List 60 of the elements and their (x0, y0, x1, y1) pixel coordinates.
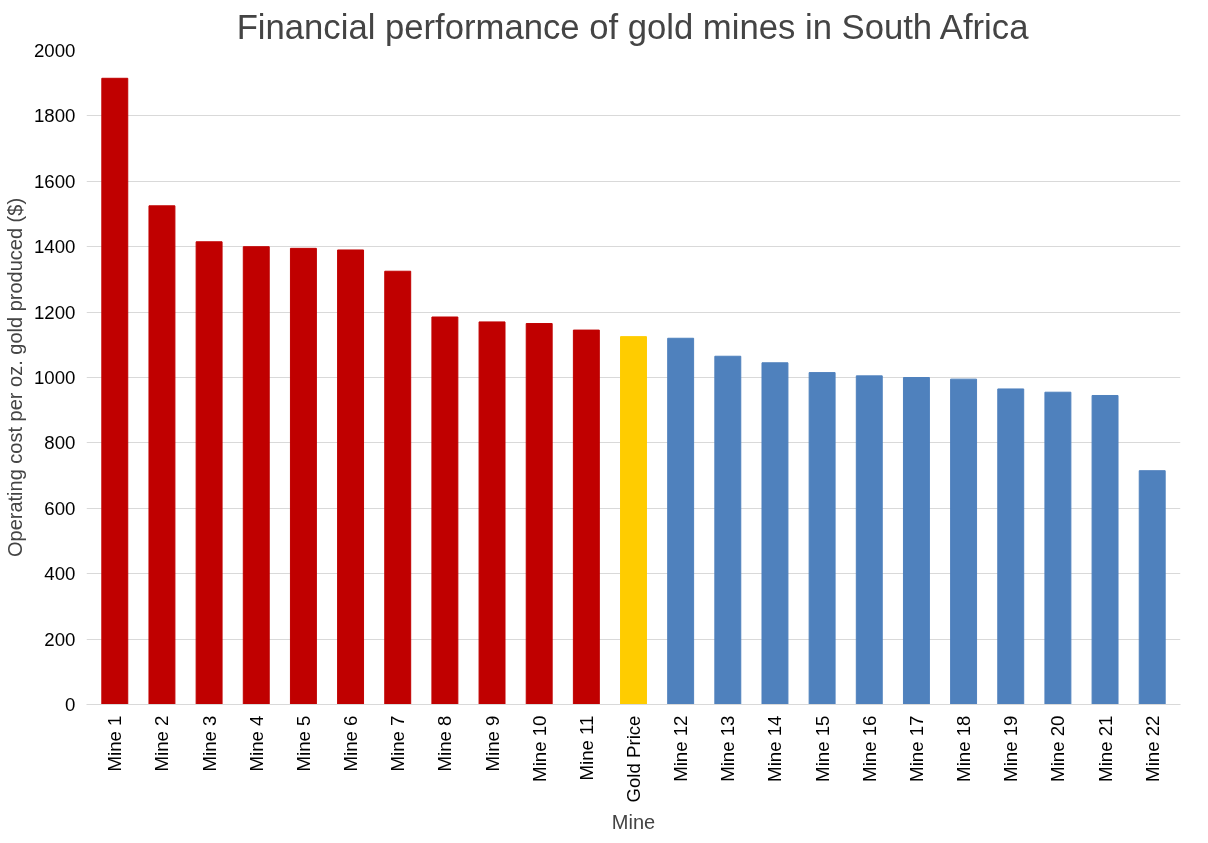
y-axis-title: Operating cost per oz. gold produced ($) (4, 197, 26, 558)
bar (1044, 391, 1072, 705)
bar (101, 77, 129, 705)
y-tick-label: 2000 (34, 40, 76, 61)
bar (384, 270, 412, 705)
y-tick-label: 1000 (34, 367, 76, 388)
bar (195, 241, 223, 705)
y-tick-label: 1800 (34, 105, 76, 127)
x-tick-label: Mine 1 (104, 715, 126, 772)
x-tick-label: Mine 11 (575, 715, 597, 781)
x-axis-title: Mine (611, 810, 656, 833)
x-tick-label: Mine 8 (434, 715, 456, 772)
x-tick-label: Mine 14 (764, 715, 786, 782)
bar (1091, 394, 1119, 705)
bar (572, 329, 600, 705)
x-tick-label: Mine 21 (1094, 715, 1116, 782)
x-tick-label: Mine 3 (198, 715, 220, 772)
x-tick-label: Mine 18 (953, 715, 975, 782)
x-tick-label: Mine 5 (292, 715, 314, 772)
x-tick-label: Mine 15 (811, 715, 833, 782)
x-tick-label: Mine 6 (340, 715, 362, 772)
x-tick-label: Mine 19 (1000, 715, 1022, 782)
y-tick-label: 0 (65, 694, 76, 715)
x-tick-label: Mine 7 (387, 715, 409, 772)
bar (337, 249, 365, 705)
bar (950, 378, 978, 705)
bar (431, 316, 459, 705)
y-tick-label: 600 (44, 497, 76, 519)
bar (761, 362, 789, 705)
x-tick-label: Mine 20 (1047, 715, 1069, 782)
bar (242, 246, 270, 705)
y-tick-label: 800 (44, 432, 76, 454)
x-tick-label: Mine 4 (245, 715, 267, 772)
bar (478, 321, 506, 705)
x-tick-label: Mine 22 (1141, 715, 1163, 782)
bar (855, 375, 883, 705)
x-tick-label: Gold Price (623, 715, 644, 803)
bar (148, 205, 176, 705)
y-tick-label: 200 (44, 628, 76, 650)
bar (667, 337, 695, 705)
y-tick-label: 1200 (34, 301, 76, 323)
bar (997, 388, 1025, 705)
bar (289, 247, 317, 705)
x-tick-label: Mine 10 (528, 715, 550, 782)
bar (808, 372, 836, 705)
x-tick-label: Mine 13 (717, 715, 739, 782)
bar (1138, 470, 1166, 705)
bar (714, 355, 742, 705)
y-tick-label: 1400 (34, 236, 76, 258)
y-tick-label: 400 (44, 563, 76, 585)
chart-title: Financial performance of gold mines in South Africa (236, 7, 1030, 46)
y-tick-label: 1600 (34, 170, 76, 192)
x-tick-label: Mine 17 (905, 715, 927, 782)
x-tick-label: Mine 16 (858, 715, 880, 782)
x-tick-label: Mine 2 (151, 715, 173, 772)
bar (902, 377, 930, 705)
bar (525, 323, 553, 705)
x-tick-label: Mine 9 (481, 715, 503, 772)
x-tick-label: Mine 12 (670, 715, 692, 782)
bar (620, 336, 647, 705)
